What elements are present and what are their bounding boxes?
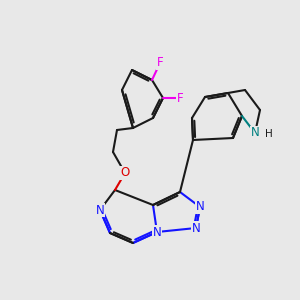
Text: N: N	[196, 200, 204, 214]
Text: N: N	[250, 127, 260, 140]
Text: N: N	[96, 203, 104, 217]
Text: F: F	[177, 92, 183, 104]
Text: O: O	[120, 167, 130, 179]
Text: H: H	[265, 129, 273, 139]
Text: N: N	[192, 221, 200, 235]
Text: N: N	[153, 226, 161, 238]
Text: F: F	[157, 56, 163, 70]
